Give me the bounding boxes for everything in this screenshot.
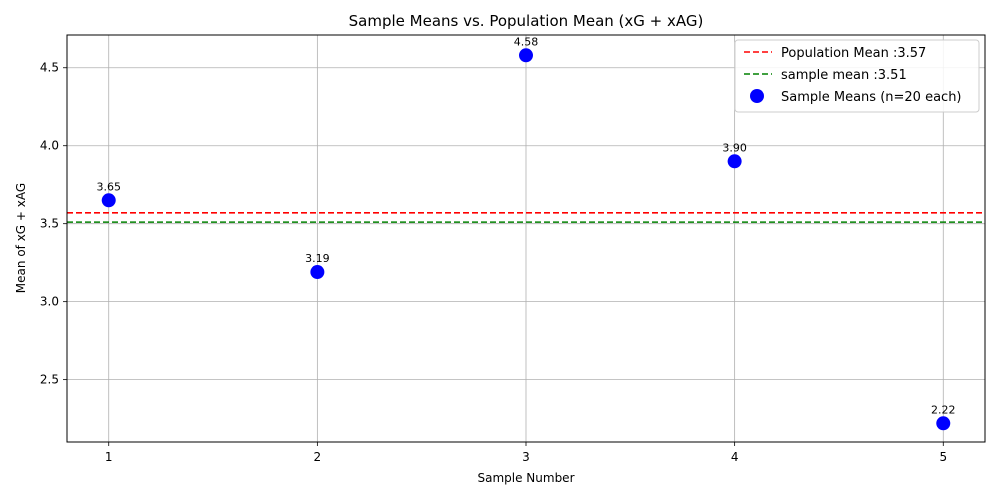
y-tick-label: 4.0 — [40, 139, 59, 153]
x-tick-label: 3 — [522, 450, 530, 464]
x-tick-label: 5 — [939, 450, 947, 464]
y-tick-label: 3.5 — [40, 217, 59, 231]
x-tick-label: 2 — [314, 450, 322, 464]
data-labels: 3.65 3.19 4.58 3.90 2.22 — [96, 35, 955, 416]
y-axis-ticks: 2.5 3.0 3.5 4.0 4.5 — [40, 61, 67, 387]
data-label: 3.65 — [96, 180, 121, 193]
data-point — [101, 193, 116, 208]
x-tick-label: 1 — [105, 450, 113, 464]
data-points — [101, 48, 951, 431]
data-label: 3.19 — [305, 252, 330, 265]
y-tick-label: 3.0 — [40, 295, 59, 309]
data-point — [727, 154, 742, 169]
data-label: 3.90 — [722, 141, 747, 154]
data-point — [310, 265, 325, 280]
data-point — [519, 48, 533, 63]
y-tick-label: 2.5 — [40, 373, 59, 387]
y-tick-label: 4.5 — [40, 61, 59, 75]
legend-label: Sample Means (n=20 each) — [781, 90, 962, 105]
data-point — [936, 416, 951, 431]
data-label: 2.22 — [931, 403, 956, 416]
x-axis-ticks: 1 2 3 4 5 — [105, 442, 947, 464]
legend-label: sample mean :3.51 — [781, 68, 907, 83]
legend-swatch-marker — [750, 89, 764, 103]
data-label: 4.58 — [514, 35, 539, 48]
legend-label: Population Mean :3.57 — [781, 46, 926, 61]
legend: Population Mean :3.57 sample mean :3.51 Sa… — [734, 39, 980, 113]
x-axis-title: Sample Number — [477, 471, 574, 485]
x-tick-label: 4 — [731, 450, 739, 464]
chart-title: Sample Means vs. Population Mean (xG + x… — [349, 12, 704, 30]
reference-lines — [67, 211, 985, 223]
legend-box — [734, 39, 980, 113]
y-axis-title: Mean of xG + xAG — [14, 183, 28, 293]
